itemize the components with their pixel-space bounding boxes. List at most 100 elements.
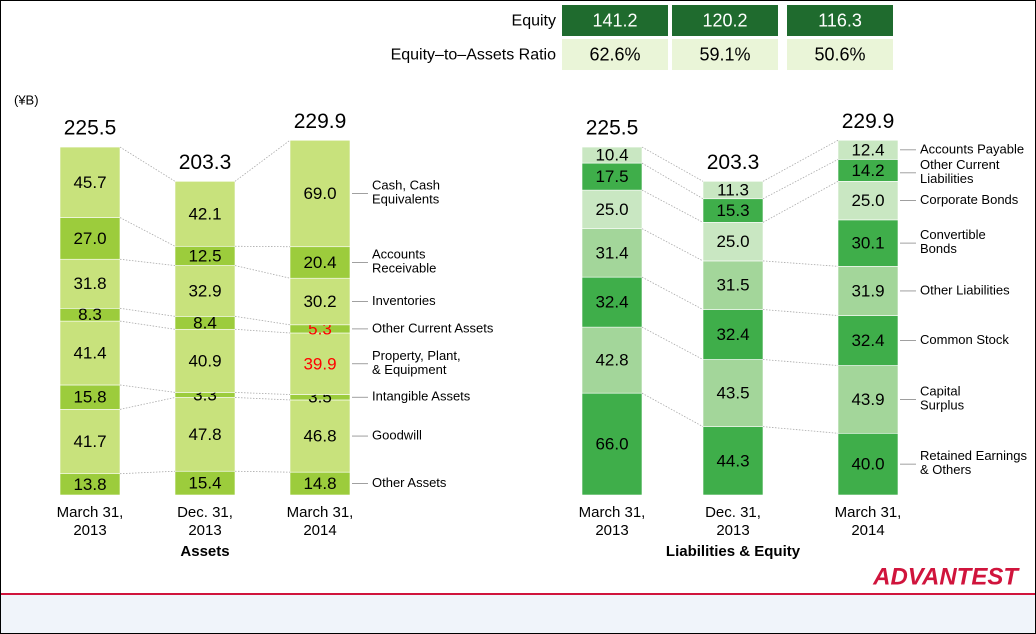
connector xyxy=(641,228,704,262)
row-label: Equity–to–Assets Ratio xyxy=(391,47,557,64)
cell-value: 59.1% xyxy=(699,44,750,64)
connector xyxy=(119,307,176,317)
value-label: 10.4 xyxy=(595,146,628,165)
value-label: 66.0 xyxy=(595,435,628,454)
cell-value: 141.2 xyxy=(592,10,637,30)
logo: ADVANTEST xyxy=(872,563,1020,590)
bar-segment xyxy=(289,399,351,473)
value-label: 31.9 xyxy=(851,281,884,300)
value-label: 15.8 xyxy=(73,388,106,407)
connector xyxy=(762,426,839,434)
series-label: Accounts Payable xyxy=(920,141,1024,156)
value-label: 31.4 xyxy=(595,243,628,262)
connector xyxy=(762,309,839,316)
value-label: 12.5 xyxy=(188,246,221,265)
unit-label: (¥B) xyxy=(14,92,39,107)
table-cell xyxy=(787,39,893,70)
value-label: 42.8 xyxy=(595,351,628,370)
bar-segment xyxy=(59,146,121,218)
bar-segment xyxy=(174,397,236,472)
connector xyxy=(641,146,704,182)
series-label: Other Current Assets xyxy=(372,320,494,335)
connector xyxy=(762,159,839,200)
bar-segment xyxy=(174,265,236,317)
category-label: Dec. 31, 2013 xyxy=(177,504,233,539)
table-cell xyxy=(787,5,893,36)
value-label: 40.0 xyxy=(851,455,884,474)
bar-segment xyxy=(702,426,764,496)
series-label: Other Current Liabilities xyxy=(920,157,1000,186)
value-label: 25.0 xyxy=(851,191,884,210)
value-label: 41.4 xyxy=(73,344,106,363)
connector xyxy=(234,139,291,182)
row-label: Equity xyxy=(512,13,556,30)
connector xyxy=(762,260,839,267)
value-label: 32.4 xyxy=(716,325,749,344)
category-label: March 31, 2014 xyxy=(835,504,902,539)
value-label: 30.2 xyxy=(303,292,336,311)
bar-segment xyxy=(702,222,764,262)
value-label: 47.8 xyxy=(188,425,221,444)
connector xyxy=(119,258,176,266)
table-cell xyxy=(562,5,668,36)
bar-segment xyxy=(59,217,121,260)
series-label: Inventories xyxy=(372,293,436,308)
series-label: Capital Surplus xyxy=(920,384,965,413)
series-label: Other Assets xyxy=(372,475,447,490)
connector xyxy=(119,397,176,410)
value-label: 14.2 xyxy=(851,161,884,180)
chart-title: Assets xyxy=(180,543,229,560)
cell-value: 116.3 xyxy=(818,10,862,30)
value-label: 17.5 xyxy=(595,167,628,186)
category-label: Dec. 31, 2013 xyxy=(705,504,761,539)
connector xyxy=(234,315,291,326)
bar-segment xyxy=(289,277,351,326)
series-label: Retained Earnings & Others xyxy=(920,449,1027,478)
series-label: Other Liabilities xyxy=(920,282,1010,297)
value-label: 31.5 xyxy=(716,276,749,295)
cell-value: 50.6% xyxy=(814,44,865,64)
bar-segment xyxy=(702,260,764,310)
series-label: Intangible Assets xyxy=(372,389,471,404)
value-label: 69.0 xyxy=(303,184,336,203)
bar-segment xyxy=(174,328,236,393)
table-cell xyxy=(562,39,668,70)
value-label: 15.3 xyxy=(716,201,749,220)
table-cell xyxy=(672,39,778,70)
connector xyxy=(234,470,291,473)
connector xyxy=(641,276,704,310)
connector xyxy=(641,189,704,223)
cell-value: 62.6% xyxy=(589,44,640,64)
bar-segment xyxy=(581,392,643,496)
value-label: 41.7 xyxy=(73,432,106,451)
value-label: 39.9 xyxy=(303,354,336,373)
total-label: 203.3 xyxy=(707,151,760,174)
total-label: 203.3 xyxy=(179,151,232,174)
series-label: Cash, Cash Equivalents xyxy=(372,178,440,207)
bar-segment xyxy=(702,309,764,360)
table-cell xyxy=(672,5,778,36)
connector xyxy=(234,328,291,334)
connector xyxy=(641,326,704,360)
bar-segment xyxy=(59,384,121,410)
series-label: Common Stock xyxy=(920,332,1009,347)
bar-segment xyxy=(581,228,643,278)
value-label: 14.8 xyxy=(303,474,336,493)
bar-segment xyxy=(837,432,899,496)
bar-segment xyxy=(702,359,764,427)
value-label: 12.4 xyxy=(851,140,884,159)
series-label: Goodwill xyxy=(372,427,422,442)
connector xyxy=(234,265,291,279)
connector xyxy=(762,180,839,223)
value-label: 27.0 xyxy=(73,229,106,248)
bar-segment xyxy=(581,146,643,164)
bar-segment xyxy=(59,258,121,309)
cell-value: 120.2 xyxy=(702,10,747,30)
series-label: Convertible Bonds xyxy=(920,228,986,257)
bar-segment xyxy=(59,409,121,475)
connector xyxy=(234,397,291,401)
value-label: 25.0 xyxy=(595,200,628,219)
category-label: March 31, 2013 xyxy=(579,504,646,539)
value-label: 15.4 xyxy=(188,474,221,493)
